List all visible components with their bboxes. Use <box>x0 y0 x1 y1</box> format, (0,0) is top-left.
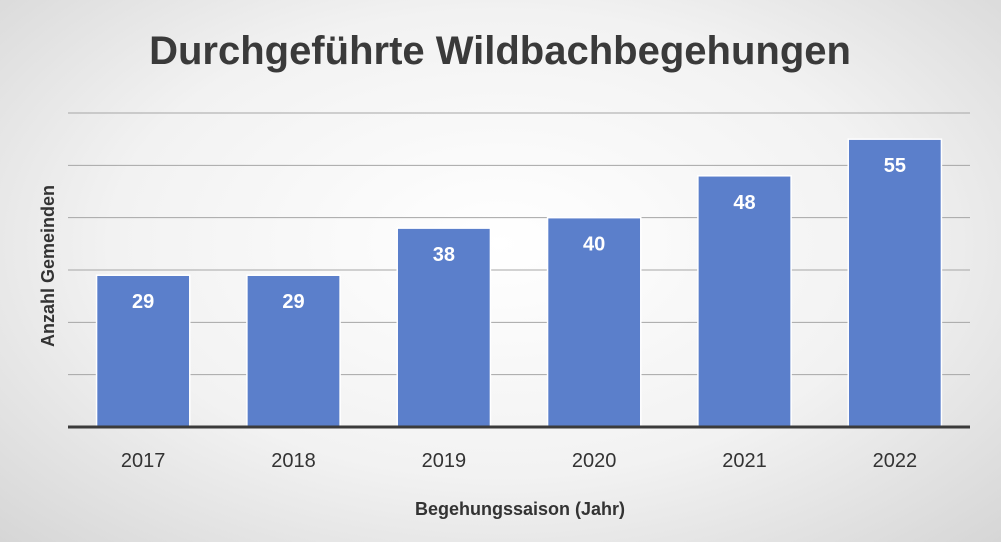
data-label-2019: 38 <box>433 244 455 266</box>
data-label-2021: 48 <box>733 192 755 214</box>
chart-title: Durchgeführte Wildbachbegehungen <box>149 29 851 73</box>
x-tick-2018: 2018 <box>271 450 316 472</box>
data-label-2018: 29 <box>282 291 304 313</box>
x-axis-title: Begehungssaison (Jahr) <box>415 499 625 519</box>
data-label-2020: 40 <box>583 234 605 256</box>
bar-2022 <box>847 138 943 428</box>
bar-2021 <box>697 175 792 428</box>
x-tick-2017: 2017 <box>121 450 166 472</box>
bars <box>95 138 943 428</box>
x-tick-2022: 2022 <box>873 450 918 472</box>
x-tick-2021: 2021 <box>722 450 767 472</box>
data-labels: 29 29 38 40 48 55 <box>132 155 906 313</box>
y-axis-title: Anzahl Gemeinden <box>38 185 58 347</box>
x-tick-labels: 2017 2018 2019 2020 2021 2022 <box>121 450 917 472</box>
x-tick-2020: 2020 <box>572 450 617 472</box>
data-label-2022: 55 <box>884 155 906 177</box>
bar-2018 <box>246 274 341 428</box>
gridlines <box>68 112 970 376</box>
bar-2019 <box>396 227 492 428</box>
x-tick-2019: 2019 <box>422 450 467 472</box>
bar-2020 <box>546 216 642 428</box>
data-label-2017: 29 <box>132 291 154 313</box>
